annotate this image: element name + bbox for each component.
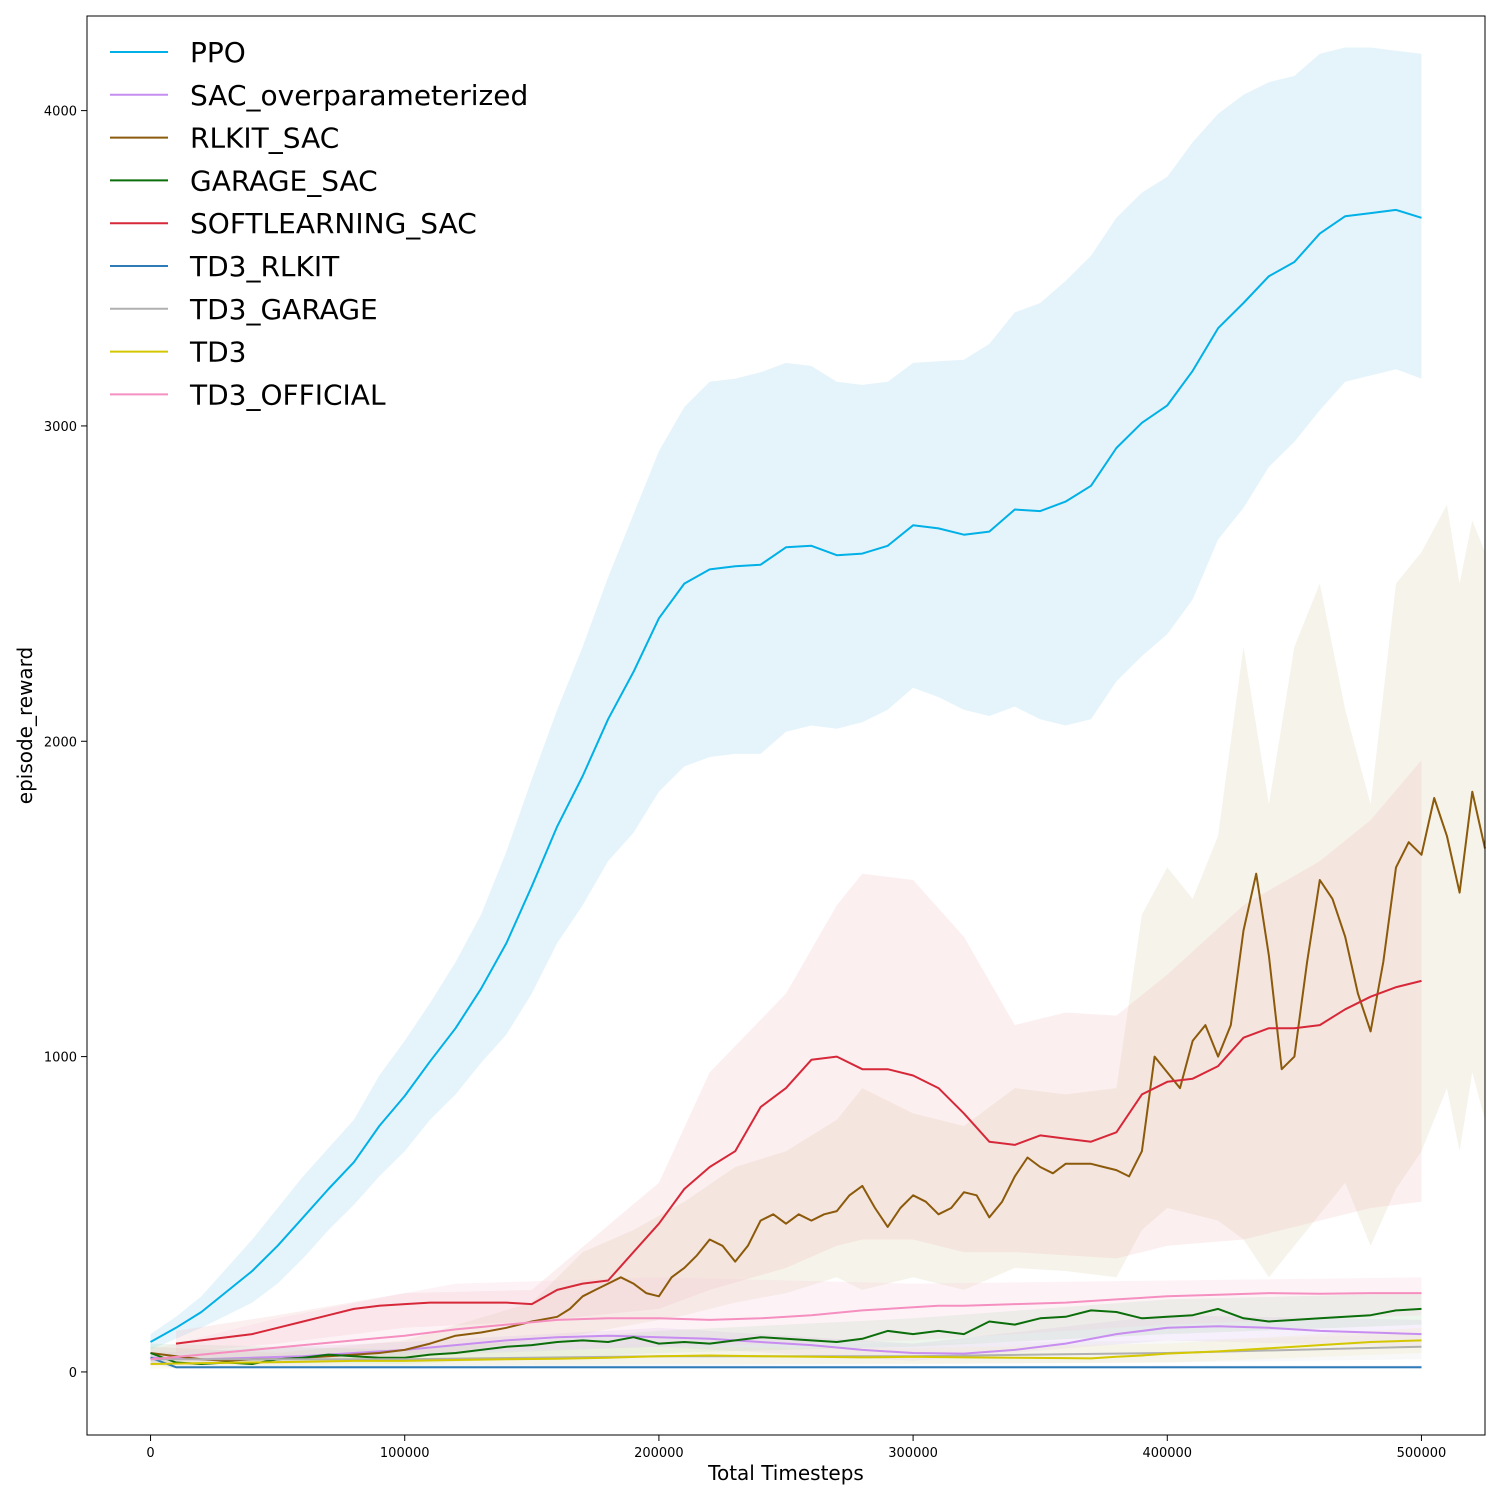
x-tick-label: 100000	[380, 1446, 430, 1461]
legend-label-sac-overparameterized: SAC_overparameterized	[190, 79, 528, 112]
x-tick-label: 200000	[634, 1446, 684, 1461]
series-lines	[150, 208, 1486, 1369]
legend-label-softlearning-sac: SOFTLEARNING_SAC	[190, 207, 477, 240]
y-tick-label: 0	[69, 1366, 77, 1381]
series-line-td3	[150, 1339, 1422, 1365]
band-softlearning-sac	[176, 760, 1422, 1353]
legend-label-td3-rlkit: TD3_RLKIT	[189, 250, 340, 283]
legend-label-ppo: PPO	[190, 36, 246, 69]
y-axis-ticks: 0 1000 2000 3000 4000	[44, 105, 87, 1381]
y-tick-label: 1000	[44, 1051, 77, 1066]
series-line-softlearning-sac	[175, 979, 1422, 1345]
y-tick-label: 3000	[44, 420, 77, 435]
legend-label-rlkit-sac: RLKIT_SAC	[190, 122, 339, 155]
series-line-sac-overparameterized	[150, 1325, 1422, 1361]
x-tick-label: 0	[146, 1446, 154, 1461]
y-tick-label: 2000	[44, 735, 77, 750]
plot-frame	[86, 15, 1486, 1436]
x-axis-label: Total Timesteps	[707, 1461, 864, 1485]
band-ppo	[150, 47, 1422, 1350]
legend-label-garage-sac: GARAGE_SAC	[190, 164, 378, 197]
x-tick-label: 400000	[1142, 1446, 1192, 1461]
x-tick-label: 300000	[888, 1446, 938, 1461]
series-line-ppo	[150, 208, 1422, 1343]
x-axis-ticks: 0 100000 200000 300000 400000 500000	[146, 1435, 1446, 1461]
legend: PPO SAC_overparameterized RLKIT_SAC GARAGE_…	[110, 36, 528, 411]
series-line-garage-sac	[150, 1307, 1422, 1365]
y-axis-label: episode_reward	[13, 647, 37, 804]
legend-label-td3: TD3	[189, 336, 246, 369]
confidence-bands	[150, 47, 1485, 1369]
legend-label-td3-official: TD3_OFFICIAL	[189, 378, 386, 411]
legend-label-td3-garage: TD3_GARAGE	[189, 293, 378, 326]
series-line-td3-official	[150, 1292, 1422, 1361]
band-rlkit-sac	[150, 504, 1485, 1364]
x-tick-label: 500000	[1397, 1446, 1447, 1461]
y-tick-label: 4000	[44, 105, 77, 120]
